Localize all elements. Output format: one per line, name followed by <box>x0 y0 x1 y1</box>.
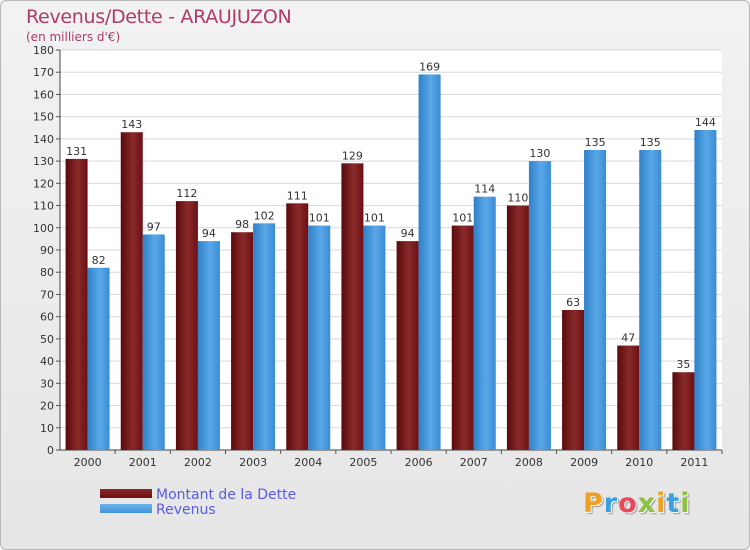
y-tick-label: 90 <box>40 244 54 257</box>
data-label-dette: 98 <box>235 218 249 231</box>
y-tick-label: 120 <box>33 177 54 190</box>
bar-dette <box>451 225 474 450</box>
y-tick-label: 140 <box>33 133 54 146</box>
y-tick-label: 80 <box>40 266 54 279</box>
x-tick-label: 2006 <box>405 456 433 469</box>
legend-label-revenus: Revenus <box>156 502 216 518</box>
bar-dette <box>65 158 88 450</box>
logo-letter: x <box>637 488 657 519</box>
y-tick-label: 110 <box>33 200 54 213</box>
bar-dette <box>617 345 640 450</box>
bar-revenus <box>584 150 607 450</box>
bar-revenus <box>253 223 276 450</box>
bar-revenus <box>308 225 331 450</box>
bar-dette <box>506 205 529 450</box>
legend-swatch-dette <box>100 489 152 498</box>
y-tick-label: 40 <box>40 355 54 368</box>
data-label-revenus: 102 <box>254 209 275 222</box>
logo-letter: i <box>656 488 667 519</box>
logo-letter: P <box>583 488 604 519</box>
data-label-revenus: 130 <box>529 147 550 160</box>
data-label-revenus: 144 <box>695 116 716 129</box>
x-tick-label: 2010 <box>625 456 653 469</box>
x-tick-label: 2008 <box>515 456 543 469</box>
y-tick-label: 0 <box>47 444 54 457</box>
data-label-dette: 111 <box>287 189 308 202</box>
y-tick-label: 30 <box>40 377 54 390</box>
x-tick-label: 2011 <box>680 456 708 469</box>
data-label-dette: 35 <box>676 358 690 371</box>
bar-revenus <box>197 241 220 450</box>
bar-dette <box>175 201 198 450</box>
y-tick-label: 180 <box>33 44 54 57</box>
bar-dette <box>231 232 254 450</box>
bar-dette <box>120 132 143 450</box>
x-tick-label: 2004 <box>294 456 322 469</box>
bar-dette <box>562 310 585 450</box>
bar-dette <box>396 241 419 450</box>
bar-revenus <box>142 234 165 450</box>
x-tick-label: 2002 <box>184 456 212 469</box>
proxiti-logo: Proxiti <box>583 488 691 519</box>
y-tick-label: 160 <box>33 88 54 101</box>
logo-letter: t <box>666 488 681 519</box>
data-label-revenus: 101 <box>309 212 330 225</box>
y-tick-label: 70 <box>40 288 54 301</box>
data-label-revenus: 114 <box>474 183 495 196</box>
x-tick-label: 2003 <box>239 456 267 469</box>
bar-revenus <box>694 130 717 450</box>
data-label-dette: 112 <box>176 187 197 200</box>
legend-label-dette: Montant de la Dette <box>156 487 297 503</box>
data-label-revenus: 94 <box>202 227 216 240</box>
x-tick-label: 2005 <box>349 456 377 469</box>
bar-dette <box>286 203 309 450</box>
legend-swatch-revenus <box>100 504 152 513</box>
bar-revenus <box>639 150 662 450</box>
data-label-revenus: 82 <box>92 254 106 267</box>
y-tick-label: 10 <box>40 422 54 435</box>
data-label-dette: 143 <box>121 118 142 131</box>
chart-subtitle: (en milliers d'€) <box>26 30 121 44</box>
y-tick-label: 170 <box>33 66 54 79</box>
data-label-dette: 47 <box>621 332 635 345</box>
x-tick-label: 2001 <box>129 456 157 469</box>
bar-revenus <box>363 225 386 450</box>
data-label-dette: 63 <box>566 296 580 309</box>
data-label-revenus: 97 <box>147 220 161 233</box>
x-tick-label: 2007 <box>460 456 488 469</box>
data-label-dette: 101 <box>452 212 473 225</box>
logo-letter: i <box>680 488 691 519</box>
logo-letter: r <box>603 488 619 519</box>
data-label-revenus: 135 <box>585 136 606 149</box>
y-tick-label: 100 <box>33 222 54 235</box>
data-label-dette: 129 <box>342 149 363 162</box>
logo-letter: o <box>618 488 638 519</box>
bar-revenus <box>473 196 496 450</box>
x-tick-label: 2000 <box>74 456 102 469</box>
y-tick-label: 50 <box>40 333 54 346</box>
bar-revenus <box>528 161 551 450</box>
data-label-dette: 131 <box>66 145 87 158</box>
y-tick-label: 130 <box>33 155 54 168</box>
data-label-revenus: 169 <box>419 60 440 73</box>
bar-dette <box>672 372 695 450</box>
bar-revenus <box>87 267 110 450</box>
y-tick-label: 20 <box>40 400 54 413</box>
bar-dette <box>341 163 364 451</box>
data-label-revenus: 101 <box>364 212 385 225</box>
y-tick-label: 60 <box>40 311 54 324</box>
y-tick-label: 150 <box>33 111 54 124</box>
x-tick-label: 2009 <box>570 456 598 469</box>
data-label-revenus: 135 <box>640 136 661 149</box>
data-label-dette: 110 <box>507 192 528 205</box>
bar-revenus <box>418 74 441 450</box>
data-label-dette: 94 <box>401 227 415 240</box>
chart-title: Revenus/Dette - ARAUJUZON <box>26 6 292 28</box>
